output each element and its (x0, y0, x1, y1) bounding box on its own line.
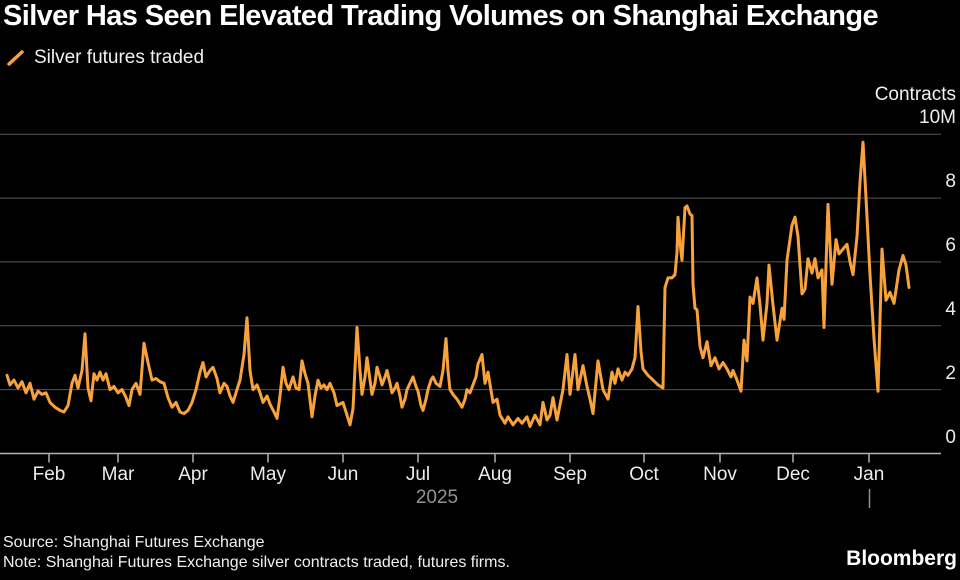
footer: Source: Shanghai Futures Exchange Note: … (3, 533, 510, 573)
y-axis-label: 8 (945, 171, 956, 193)
x-axis-month-label: Sep (553, 464, 587, 485)
x-axis-month-label: Jan (853, 464, 885, 485)
note-text: Note: Shanghai Futures Exchange silver c… (3, 554, 510, 571)
bloomberg-logo: Bloomberg (846, 547, 957, 570)
source-text: Source: Shanghai Futures Exchange (3, 534, 265, 551)
y-axis-label: 0 (945, 426, 956, 448)
y-axis-label: 4 (945, 298, 956, 320)
x-axis-month-label: Jul (405, 464, 431, 485)
silver-volume-line (5, 140, 911, 428)
legend: Silver futures traded (6, 47, 204, 69)
y-axis-label: 2 (945, 362, 956, 384)
legend-label: Silver futures traded (34, 47, 205, 68)
x-axis-month-label: Apr (178, 464, 208, 485)
legend-line-icon (7, 50, 24, 66)
x-axis-month-label: Aug (478, 464, 512, 485)
chart-title: Silver Has Seen Elevated Trading Volumes… (3, 0, 879, 32)
y-axis-unit-label: Contracts (874, 84, 956, 105)
x-axis-month-label: Dec (776, 464, 810, 485)
x-axis-month-label: May (250, 464, 286, 485)
y-axis-label: 10M (919, 107, 956, 129)
y-axis-label: 6 (945, 234, 956, 256)
x-axis-month-label: Nov (703, 464, 737, 485)
x-axis-month-label: Feb (32, 464, 66, 485)
x-axis-month-label: Mar (101, 464, 135, 485)
x-axis-month-label: Jun (327, 464, 359, 485)
x-axis-month-label: Oct (629, 464, 659, 485)
x-axis-year-label: 2025 (415, 487, 459, 508)
